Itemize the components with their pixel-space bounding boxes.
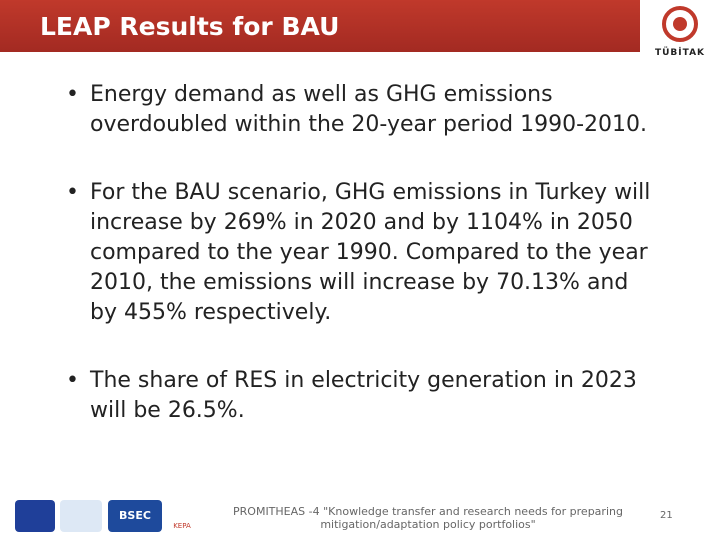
page-number: 21 (660, 510, 673, 521)
bsec-logo: BSEC (108, 500, 162, 532)
logo-text: TÜBİTAK (654, 48, 706, 58)
logo (60, 500, 102, 532)
bullet: The share of RES in electricity generati… (60, 366, 660, 426)
title: LEAP Results for BAU (40, 12, 340, 41)
footer: BSEC KEPA PROMITHEAS -4 "Knowledge trans… (0, 495, 720, 540)
logo: TÜBİTAK (650, 4, 710, 64)
logo-icon (662, 6, 698, 42)
bullet-list: Energy demand as well as GHG emissions o… (60, 80, 660, 464)
kepa-logo: KEPA (173, 522, 191, 530)
eu-logo (15, 500, 55, 532)
header-bar (0, 0, 640, 52)
bullet: Energy demand as well as GHG emissions o… (60, 80, 660, 140)
footer-text: PROMITHEAS -4 "Knowledge transfer and re… (233, 505, 623, 531)
bullet: For the BAU scenario, GHG emissions in T… (60, 178, 660, 328)
